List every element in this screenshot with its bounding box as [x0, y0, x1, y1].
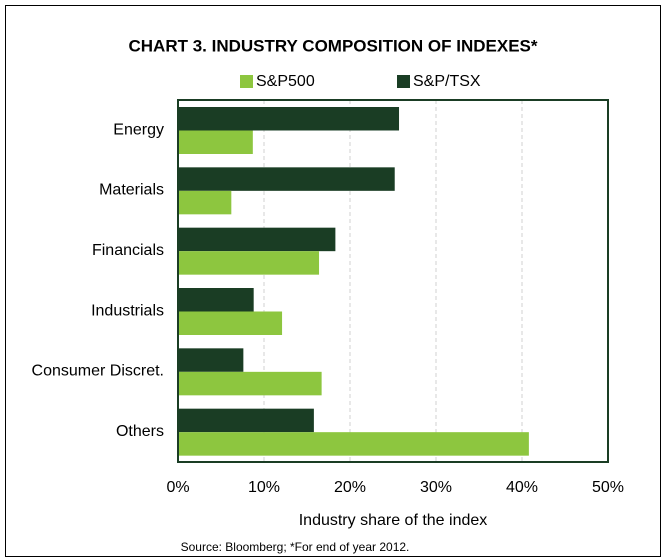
- x-tick-label: 50%: [592, 479, 624, 496]
- bar: [178, 107, 400, 131]
- x-tick-label: 20%: [334, 479, 366, 496]
- legend-swatch: [397, 75, 410, 88]
- bar: [178, 288, 254, 312]
- y-tick-label: Financials: [92, 242, 164, 259]
- x-tick-label: 40%: [506, 479, 538, 496]
- y-tick-label: Energy: [113, 121, 164, 138]
- y-tick-label: Others: [116, 423, 164, 440]
- bar: [178, 190, 232, 215]
- bar: [178, 408, 314, 433]
- bar: [178, 311, 283, 335]
- y-tick-label: Consumer Discret.: [32, 363, 164, 380]
- bar: [178, 130, 253, 154]
- bar: [178, 167, 395, 191]
- source-note: Source: Bloomberg; *For end of year 2012…: [181, 540, 410, 554]
- x-tick-label: 10%: [248, 479, 280, 496]
- y-tick-label: Materials: [99, 182, 164, 199]
- legend-label: S&P500: [256, 73, 315, 90]
- bar: [178, 348, 244, 372]
- bar: [178, 227, 336, 252]
- x-tick-label: 30%: [420, 479, 452, 496]
- frame: [5, 5, 661, 557]
- x-tick-label: 0%: [166, 479, 189, 496]
- plot-border: [177, 99, 609, 463]
- legend-swatch: [240, 75, 253, 88]
- bar: [178, 251, 320, 275]
- bar: [178, 432, 529, 456]
- legend-label: S&P/TSX: [413, 73, 481, 90]
- bar: [178, 371, 322, 396]
- y-tick-label: Industrials: [91, 302, 164, 319]
- x-axis-label: Industry share of the index: [299, 512, 488, 529]
- chart-title: CHART 3. INDUSTRY COMPOSITION OF INDEXES…: [129, 36, 538, 55]
